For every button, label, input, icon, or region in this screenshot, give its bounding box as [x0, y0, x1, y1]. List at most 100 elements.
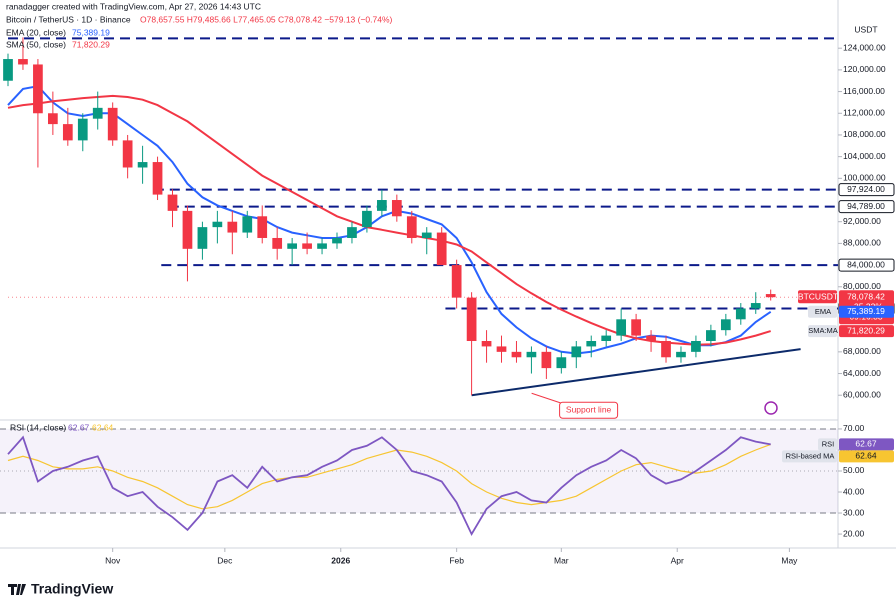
rsi-tag-box: [818, 438, 837, 451]
rsi-ma-value: 62.64: [855, 451, 877, 461]
level-label-box: [838, 183, 895, 197]
indicator-line: [7, 94, 771, 346]
rsi-tick-label: 40.00: [843, 486, 865, 496]
candle-body: [616, 319, 627, 336]
candle-body: [33, 64, 43, 114]
rsi-tick-label: 70.00: [843, 423, 865, 433]
candle-body: [451, 265, 462, 298]
y-tick-label: 120,000.00: [843, 64, 886, 74]
x-tick-label: May: [781, 555, 798, 565]
candle-body: [750, 303, 761, 309]
rsi-value: 62.67: [855, 439, 877, 449]
rsi-ma-tag: RSI-based MA: [786, 451, 835, 460]
legend-indicator-value: 71,820.29: [72, 39, 110, 49]
candle-body: [48, 113, 58, 125]
indicator-tag: SMA:MA: [808, 326, 838, 335]
level-label: 94,789.00: [847, 201, 885, 211]
rsi-line: [7, 435, 771, 537]
candle-body: [720, 319, 731, 331]
indicator-value: 71,820.29: [847, 325, 885, 335]
level-label: 97,924.00: [847, 184, 885, 194]
level-label-box: [838, 200, 895, 214]
indicator-value-box: [839, 305, 894, 318]
legend-indicator-value: 75,389.19: [72, 27, 110, 37]
brand: TradingView: [31, 581, 113, 597]
level-label-box: [838, 258, 895, 272]
symbol-box: [798, 290, 837, 304]
candle-body: [287, 243, 298, 249]
y-tick-label: 116,000.00: [843, 86, 885, 96]
candle-body: [347, 227, 357, 238]
y-tick-label: 68,000.00: [843, 346, 881, 356]
y-tick-label: 108,000.00: [843, 129, 886, 139]
candle-body: [18, 59, 28, 65]
pen-icon: [764, 401, 778, 415]
x-tick-label: Apr: [671, 555, 684, 565]
rsi-ma-value-box: [839, 450, 894, 463]
rsi-tick-label: 20.00: [843, 528, 865, 538]
candle-body: [92, 107, 103, 119]
candle-body: [481, 341, 492, 347]
candle-body: [511, 351, 522, 358]
candle-body: [167, 194, 178, 211]
candle-body: [212, 221, 223, 228]
indicator-tag: EMA: [815, 307, 831, 316]
candle-body: [182, 210, 193, 249]
legend-indicator: EMA (20, close): [6, 27, 66, 37]
candle-body: [765, 294, 776, 298]
x-tick-label: 2026: [331, 555, 350, 565]
candle-body: [62, 124, 73, 141]
candle-body: [3, 59, 13, 81]
rsi-tick-label: 30.00: [843, 507, 865, 517]
candle-body: [526, 351, 537, 358]
candle-body: [227, 221, 238, 233]
candle-body: [107, 107, 118, 141]
y-tick-label: 112,000.00: [843, 108, 885, 118]
y-tick-label: 124,000.00: [843, 42, 886, 52]
support-label-box: [559, 401, 619, 419]
rsi-legend-ma: 62.64: [92, 422, 114, 432]
y-tick-label: 60,000.00: [843, 389, 881, 399]
price-label: 78,078.42: [847, 291, 885, 301]
rsi-ma-line: [7, 443, 771, 510]
x-tick-label: Mar: [554, 555, 569, 565]
indicator-line: [7, 85, 772, 355]
candle-body: [556, 357, 567, 369]
candle-body: [152, 162, 163, 195]
candle-body: [601, 335, 612, 342]
candle-body: [122, 140, 133, 168]
y-tick-label: 100,000.00: [843, 173, 886, 183]
candle-body: [466, 297, 477, 342]
candle-body: [197, 227, 208, 249]
credit: ranadagger created with TradingView.com,…: [6, 1, 261, 11]
y-tick-label: 80,000.00: [843, 281, 881, 291]
rsi-tag: RSI: [822, 439, 835, 448]
brand-logo: TradingView: [8, 581, 113, 597]
x-tick-label: Feb: [449, 555, 464, 565]
rsi-ma-tag-box: [782, 450, 837, 463]
candle-body: [77, 118, 88, 141]
candle-body: [272, 237, 283, 249]
rsi-band: [0, 428, 838, 514]
indicator-tag-box: [808, 305, 837, 318]
candle-body: [586, 341, 597, 347]
x-tick-label: Dec: [217, 555, 233, 565]
symbol-label: BTCUSDT: [798, 291, 838, 301]
candle-body: [676, 351, 686, 358]
candle-body: [391, 200, 402, 217]
candle-body: [137, 162, 148, 168]
candle-body: [377, 200, 387, 211]
axis-unit: USDT: [854, 24, 877, 34]
support-line: [471, 348, 801, 397]
candle-body: [332, 237, 342, 244]
level-label: 84,000.00: [847, 259, 885, 269]
x-tick-label: Nov: [105, 555, 121, 565]
legend-indicator: SMA (50, close): [6, 39, 66, 49]
candle-body: [646, 335, 656, 342]
indicator-value: 75,389.19: [847, 306, 885, 316]
candle-body: [362, 210, 372, 228]
candle-body: [735, 308, 746, 320]
candle-body: [242, 216, 253, 233]
